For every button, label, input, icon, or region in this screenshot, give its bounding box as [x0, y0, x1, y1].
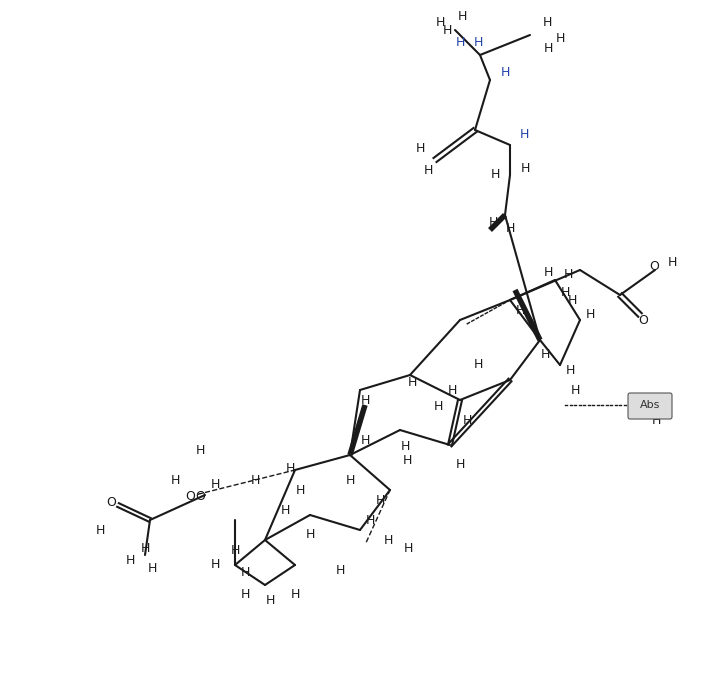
Text: H: H: [543, 16, 552, 29]
Text: H: H: [210, 479, 220, 492]
Text: H: H: [147, 562, 157, 575]
Text: H: H: [543, 42, 553, 55]
Text: H: H: [457, 10, 466, 23]
Text: H: H: [241, 566, 250, 579]
Text: H: H: [488, 215, 498, 228]
Text: H: H: [140, 542, 150, 555]
Text: H: H: [286, 462, 295, 475]
Text: H: H: [241, 588, 250, 601]
Text: H: H: [125, 553, 135, 566]
Text: O: O: [195, 490, 205, 503]
Text: H: H: [195, 443, 204, 456]
Text: H: H: [407, 376, 417, 389]
Text: H: H: [415, 142, 424, 155]
Text: O: O: [106, 497, 116, 510]
Text: H: H: [295, 484, 305, 497]
Text: H: H: [375, 493, 384, 506]
Text: H: H: [383, 534, 393, 547]
Text: H: H: [563, 269, 572, 282]
Text: H: H: [360, 434, 370, 447]
Text: H: H: [170, 473, 179, 486]
Text: H: H: [519, 129, 529, 142]
Text: H: H: [491, 168, 500, 181]
Text: Abs: Abs: [640, 400, 660, 410]
Text: H: H: [651, 414, 661, 427]
Text: H: H: [305, 529, 315, 542]
Text: H: H: [585, 308, 595, 321]
FancyBboxPatch shape: [628, 393, 672, 419]
Text: H: H: [560, 285, 570, 298]
Text: H: H: [473, 358, 483, 371]
Text: O: O: [638, 313, 648, 326]
Text: H: H: [667, 256, 676, 269]
Text: H: H: [567, 293, 577, 306]
Text: H: H: [365, 514, 375, 527]
Text: H: H: [506, 222, 515, 235]
Text: H: H: [473, 36, 483, 49]
Text: H: H: [455, 458, 465, 471]
Text: H: H: [345, 473, 355, 486]
Text: H: H: [543, 265, 553, 278]
Text: H: H: [424, 163, 433, 176]
Text: H: H: [555, 31, 565, 44]
Text: O: O: [185, 490, 195, 503]
Text: H: H: [335, 564, 345, 577]
Text: H: H: [515, 304, 525, 317]
Text: H: H: [360, 393, 370, 406]
Text: H: H: [455, 36, 465, 49]
Text: H: H: [230, 544, 240, 557]
Text: H: H: [520, 161, 530, 174]
Text: H: H: [210, 559, 220, 572]
Text: H: H: [435, 16, 445, 29]
Text: H: H: [462, 414, 471, 427]
Text: H: H: [447, 384, 456, 397]
Text: H: H: [565, 363, 575, 376]
Text: H: H: [402, 453, 412, 466]
Text: H: H: [434, 399, 443, 412]
Text: H: H: [251, 473, 260, 486]
Text: H: H: [403, 542, 413, 555]
Text: H: H: [290, 588, 300, 601]
Text: H: H: [442, 23, 451, 36]
Text: O: O: [649, 261, 659, 274]
Text: H: H: [95, 523, 105, 536]
Text: H: H: [501, 66, 510, 79]
Text: H: H: [266, 594, 275, 607]
Text: H: H: [281, 503, 290, 516]
Text: H: H: [540, 349, 550, 362]
Text: H: H: [400, 440, 409, 453]
Text: H: H: [570, 384, 580, 397]
